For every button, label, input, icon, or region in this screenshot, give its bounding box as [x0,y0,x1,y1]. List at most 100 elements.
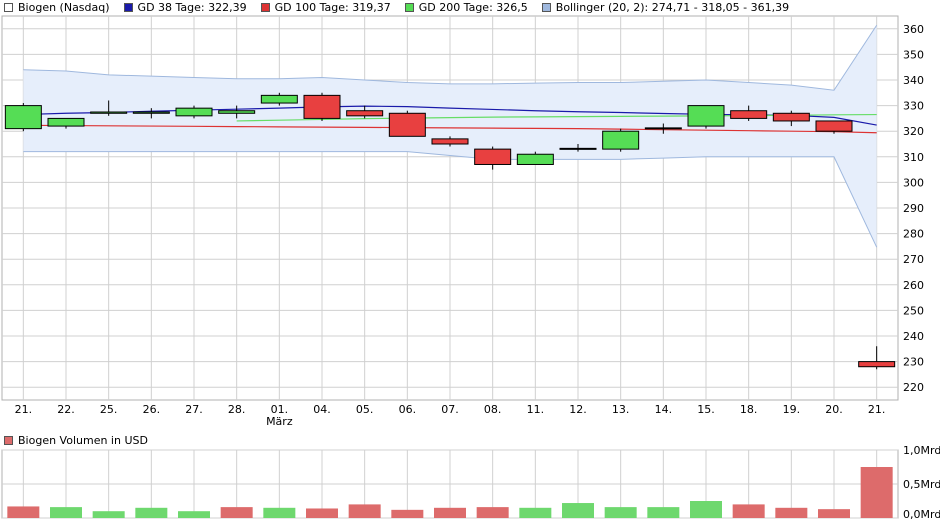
volume-bar [391,509,424,518]
x-tick-label: 07. [441,403,459,416]
x-tick-label: 25. [100,403,118,416]
y-tick-label: 250 [903,304,924,317]
x-tick-label: 26. [143,403,161,416]
y-tick-label: 350 [903,48,924,61]
y-tick-label: 240 [903,330,924,343]
gd100-line [23,124,877,134]
legend-item-gd100: GD 100 Tage: 319,37 [260,0,391,14]
legend-label-gd200: GD 200 Tage: 326,5 [418,0,528,14]
candle-body [858,361,896,368]
chart-legend: Biogen (Nasdaq) GD 38 Tage: 322,39 GD 10… [4,0,803,14]
volume-bar [92,511,125,518]
volume-bar [690,501,722,518]
volume-bar [178,511,210,518]
y-tick-label: 230 [903,356,924,369]
y-tick-label: 260 [903,279,924,292]
legend-swatch-bollinger [541,2,551,12]
volume-bar [860,467,893,518]
candle-body [260,94,298,104]
volume-bar [348,504,381,518]
legend-label-gd100: GD 100 Tage: 319,37 [274,0,391,14]
y-tick-label: 220 [903,381,924,394]
volume-bar [476,507,509,518]
candle-body [90,111,128,114]
x-tick-label: 21. [15,403,33,416]
y-tick-label: 270 [903,253,924,266]
candle-body [815,120,853,132]
legend-label-bollinger: Bollinger (20, 2): 274,71 - 318,05 - 361… [555,0,790,14]
candle-body [303,94,341,119]
volume-bar [434,507,466,518]
x-tick-label: 27. [185,403,203,416]
candle-body [346,110,384,117]
legend-swatch-main [4,2,13,12]
x-tick-label: 06. [399,403,417,416]
candle-body [175,107,213,117]
y-tick-label: 300 [903,176,924,189]
x-tick-label: 20. [825,403,843,416]
legend-item-bollinger: Bollinger (20, 2): 274,71 - 318,05 - 361… [541,0,790,14]
candle-body [47,117,85,127]
volume-y-tick-label: 0,5Mrd [903,478,940,491]
legend-label-gd38: GD 38 Tage: 322,39 [137,0,247,14]
volume-bar [306,508,338,518]
y-tick-label: 290 [903,202,924,215]
x-tick-label: 01. [271,403,289,416]
volume-bar [135,507,168,518]
legend-swatch-gd100 [260,2,270,12]
legend-swatch-volume [4,435,13,445]
x-tick-label: 13. [612,403,630,416]
x-tick-label: 19. [783,403,801,416]
legend-item-gd38: GD 38 Tage: 322,39 [123,0,247,14]
candle-body [388,112,426,137]
x-tick-label: 14. [655,403,673,416]
volume-bar [647,507,680,518]
x-tick-label: 05. [356,403,374,416]
x-tick-label: 28. [228,403,246,416]
candle-body [431,138,469,145]
x-tick-label: 21. [868,403,886,416]
legend-item-gd200: GD 200 Tage: 326,5 [404,0,528,14]
candle-body [644,127,682,130]
x-tick-label: 11. [527,403,545,416]
x-tick-sublabel: März [266,415,293,428]
candle-body [772,112,810,122]
candle-body [516,153,554,165]
volume-y-tick-label: 1,0Mrd [903,446,940,457]
volume-bar [818,509,850,518]
legend-swatch-gd38 [123,2,133,12]
volume-bar [604,507,637,518]
bollinger-upper-line [23,24,878,91]
volume-bar [519,507,552,518]
volume-bar [7,506,40,518]
candle-body [474,148,512,165]
candle-body [730,110,768,119]
bollinger-band-fill [23,25,877,248]
legend-swatch-gd200 [404,2,414,12]
gd200-line [236,113,877,122]
legend-label-volume: Biogen Volumen in USD [18,433,148,447]
volume-bar [775,507,808,518]
x-tick-label: 04. [313,403,331,416]
candle-body [132,111,170,114]
candle-body [4,105,42,130]
bollinger-lower-line [23,151,878,248]
legend-label-main: Biogen (Nasdaq) [18,0,110,14]
legend-item-main: Biogen (Nasdaq) [4,1,110,14]
volume-chart: 0,0Mrd 0,5Mrd 1,0Mrd [1,446,940,521]
price-chart: 220 230 240 250 260 270 280 290 300 310 320 330 340 3… [1,15,924,428]
volume-y-tick-label: 0,0Mrd [903,508,940,521]
y-tick-label: 340 [903,74,924,87]
x-tick-label: 15. [697,403,715,416]
candle-body [602,130,640,150]
y-tick-label: 310 [903,151,924,164]
candle-body [687,105,725,127]
x-tick-label: 22. [57,403,75,416]
candle-body [559,147,597,150]
x-tick-label: 12. [569,403,587,416]
volume-legend: Biogen Volumen in USD [4,433,148,447]
x-tick-label: 08. [484,403,502,416]
y-tick-label: 280 [903,228,924,241]
volume-bar [732,504,765,518]
volume-bar [220,507,253,518]
